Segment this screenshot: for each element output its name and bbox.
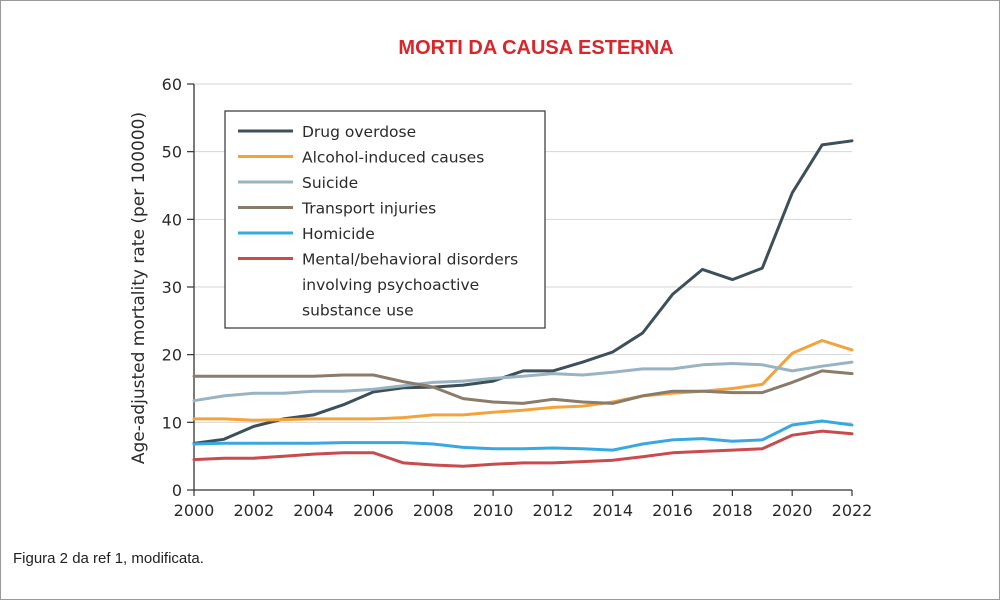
y-tick-label: 40 [162,210,182,229]
series-line-drug-overdose [192,139,854,445]
series-line-alcohol-induced-causes [192,339,854,422]
legend-label: Suicide [302,174,358,192]
y-tick-label: 10 [162,413,182,432]
legend-label: Transport injuries [301,200,436,218]
x-tick-label: 2020 [772,501,813,520]
legend-label: Alcohol-induced causes [302,149,484,167]
legend-label: involving psychoactive [302,276,479,294]
x-tick-label: 2006 [353,501,394,520]
y-tick-label: 30 [162,278,182,297]
x-tick-label: 2022 [832,501,873,520]
figure-caption: Figura 2 da ref 1, modificata. [13,550,204,567]
legend-box [224,110,546,329]
y-tick-label: 60 [162,75,182,94]
x-tick-labels: 2000 2002 2004 2006 2008 2010 2012 2014 2016 2018… [174,501,873,520]
legend-label: Drug overdose [302,123,416,141]
chart-title: MORTI DA CAUSA ESTERNA [398,37,673,59]
series-line-suicide [192,360,854,403]
legend-label: substance use [302,302,414,320]
y-tick-label: 0 [172,481,182,500]
y-axis-label: Age-adjusted mortality rate (per 100000) [129,112,149,464]
x-tick-label: 2018 [712,501,753,520]
x-tick-label: 2012 [533,501,574,520]
series-lines [192,139,854,468]
x-tick-label: 2008 [413,501,454,520]
y-tick-labels: 0 10 20 30 40 50 60 [162,75,182,500]
x-tick-label: 2010 [473,501,514,520]
series-line-homicide [192,419,854,452]
axes [187,83,853,496]
y-tick-label: 50 [162,143,182,162]
x-tick-label: 2014 [592,501,633,520]
x-tick-label: 2002 [233,501,274,520]
legend-label: Mental/behavioral disorders [302,251,518,269]
x-tick-label: 2004 [293,501,334,520]
x-tick-label: 2000 [174,501,215,520]
series-line-transport-injuries [192,369,854,405]
series-line-mental-behavioral-disorders-involving-psychoactive-substance-use [192,429,854,468]
x-tick-label: 2016 [652,501,693,520]
legend: Drug overdose Alcohol-induced causes Suici… [224,110,546,329]
y-tick-label: 20 [162,346,182,365]
legend-label: Homicide [302,225,375,243]
